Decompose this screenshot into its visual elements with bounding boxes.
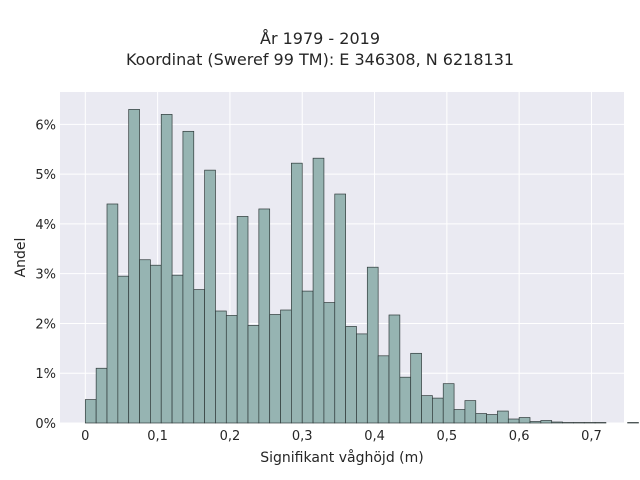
histogram-bar — [551, 421, 563, 424]
histogram-bar — [345, 326, 357, 424]
histogram-bar — [150, 264, 162, 424]
histogram-bar — [291, 162, 303, 424]
y-axis-label: Andel — [13, 238, 29, 278]
y-tick-label: 6% — [35, 118, 56, 133]
histogram-bar — [529, 421, 542, 424]
histogram-bar — [475, 413, 487, 424]
histogram-bar — [128, 109, 140, 424]
histogram-bar — [258, 208, 271, 424]
x-tick-label: 0,3 — [292, 429, 313, 444]
histogram-bar — [312, 157, 325, 424]
histogram-bar — [301, 290, 314, 424]
histogram-bar — [84, 399, 97, 424]
histogram-bar — [464, 400, 477, 424]
histogram-bar — [117, 275, 130, 424]
histogram-bar — [334, 193, 346, 424]
histogram-bar — [377, 355, 390, 424]
histogram-bar — [225, 315, 238, 424]
histogram-bar — [269, 314, 281, 424]
histogram-bar — [182, 130, 195, 424]
histogram-bar — [540, 420, 553, 424]
histogram-bar — [204, 169, 216, 424]
histogram-bar — [366, 266, 379, 424]
x-tick-label: 0,4 — [364, 429, 385, 444]
histogram-bar — [497, 410, 509, 424]
histogram-bar — [160, 114, 173, 424]
x-tick-label: 0,5 — [437, 429, 458, 444]
y-tick-label: 2% — [35, 317, 56, 332]
histogram-bar — [236, 216, 249, 424]
x-tick-label: 0,2 — [220, 429, 241, 444]
histogram-bar — [215, 310, 227, 424]
y-tick-label: 3% — [35, 268, 56, 283]
histogram-bar — [193, 289, 205, 424]
histogram-bar — [95, 367, 108, 424]
histogram-bar — [453, 409, 466, 424]
histogram-bar — [421, 395, 433, 424]
x-tick-label: 0 — [81, 429, 89, 444]
histogram-bar — [442, 383, 455, 424]
y-tick-label: 5% — [35, 168, 56, 183]
y-tick-label: 1% — [35, 367, 56, 382]
chart-title: År 1979 - 2019 — [260, 29, 380, 48]
histogram-bar — [323, 302, 336, 424]
histogram-bar — [432, 397, 444, 424]
y-tick-label: 0% — [35, 417, 56, 432]
bars-group — [84, 109, 639, 424]
histogram-bar — [388, 314, 401, 424]
y-tick-labels: 0% 1% 2% 3% 4% 5% 6% — [35, 118, 56, 432]
x-tick-label: 0,1 — [147, 429, 168, 444]
histogram-bar — [518, 417, 531, 424]
x-tick-labels: 0 0,1 0,2 0,3 0,4 0,5 0,6 0,7 — [81, 429, 602, 444]
histogram-bar — [139, 259, 151, 424]
histogram-bar — [356, 333, 368, 424]
x-tick-label: 0,6 — [509, 429, 530, 444]
histogram-bar — [399, 376, 412, 424]
x-tick-label: 0,7 — [581, 429, 602, 444]
histogram-bar — [280, 309, 292, 424]
histogram-bar — [486, 414, 498, 424]
x-axis-label: Signifikant våghöjd (m) — [260, 449, 423, 466]
y-tick-label: 4% — [35, 218, 56, 233]
chart-subtitle: Koordinat (Sweref 99 TM): E 346308, N 62… — [125, 50, 515, 69]
histogram-bar — [106, 203, 119, 424]
histogram-bar — [507, 418, 520, 424]
histogram-bar — [247, 325, 260, 424]
histogram-bar — [171, 274, 184, 424]
histogram-bar — [410, 352, 422, 424]
